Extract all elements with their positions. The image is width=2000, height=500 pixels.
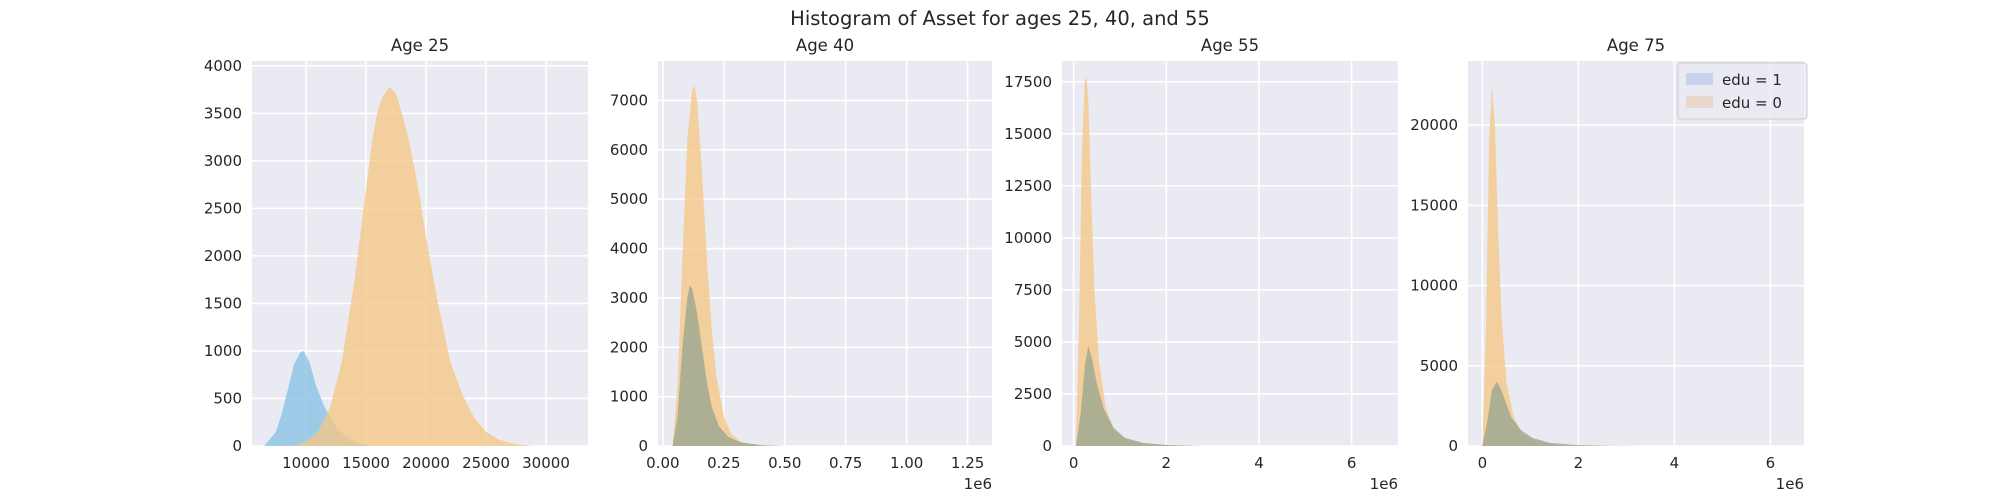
panel-2-series-1 [672, 285, 785, 446]
panel-3-ytick-label-1: 2500 [1014, 385, 1052, 403]
panel-1-ytick-label-5: 2500 [204, 199, 242, 217]
panel-1-ytick-label-2: 1000 [204, 342, 242, 360]
panel-2-ytick-label-7: 7000 [610, 91, 648, 109]
panel-1-ytick-label-6: 3000 [204, 152, 242, 170]
legend: edu = 1 edu = 0 [1677, 62, 1808, 120]
panel-3-ytick-label-5: 12500 [1004, 177, 1052, 195]
legend-label-edu-0: edu = 0 [1722, 94, 1782, 112]
panel-2-ytick-label-4: 4000 [610, 240, 648, 258]
panel-3-xtick-label-3: 6 [1347, 454, 1357, 472]
panel-4-xtick-label-1: 2 [1574, 454, 1584, 472]
legend-swatch-edu-1 [1686, 73, 1713, 85]
panel-4-ytick-label-1: 5000 [1420, 357, 1458, 375]
panel-3-ytick-label-0: 0 [1042, 437, 1052, 455]
panel-3-xtick-label-2: 4 [1254, 454, 1264, 472]
panel-4-ytick-label-4: 20000 [1410, 116, 1458, 134]
panel-3-xtick-label-0: 0 [1069, 454, 1079, 472]
panel-3: 0 2 4 6 0 2500 5000 7500 10000 12500 15000 17500 Age… [1004, 36, 1398, 493]
legend-label-edu-1: edu = 1 [1722, 71, 1782, 89]
panel-2-ytick-label-2: 2000 [610, 338, 648, 356]
panel-2-ytick-label-6: 6000 [610, 141, 648, 159]
panel-1-series-0 [264, 350, 372, 446]
panel-3-plot-area [1062, 61, 1398, 446]
panel-4-series-1 [1482, 381, 1646, 446]
panel-3-title: Age 55 [1201, 36, 1259, 55]
panel-2-xtick-label-1: 0.25 [707, 454, 740, 472]
panel-1-xtick-label-2: 20000 [402, 454, 450, 472]
panel-2-ytick-label-5: 5000 [610, 190, 648, 208]
panel-4-xtick-label-0: 0 [1478, 454, 1488, 472]
panel-3-xtick-label-1: 2 [1162, 454, 1172, 472]
legend-swatch-edu-0 [1686, 96, 1713, 108]
panel-1-xtick-label-1: 15000 [342, 454, 390, 472]
panel-1-series-1 [294, 86, 534, 446]
panel-3-ytick-label-6: 15000 [1004, 125, 1052, 143]
panel-1-xtick-label-3: 25000 [462, 454, 510, 472]
panel-4-ytick-label-2: 10000 [1410, 277, 1458, 295]
panel-4-xtick-label-2: 4 [1670, 454, 1680, 472]
panel-2-xtick-label-3: 0.75 [829, 454, 862, 472]
panel-1-title: Age 25 [391, 36, 449, 55]
panel-4-xtick-label-3: 6 [1766, 454, 1776, 472]
panel-3-ytick-label-4: 10000 [1004, 229, 1052, 247]
panel-1-ytick-label-7: 3500 [204, 104, 242, 122]
panel-4-ytick-label-0: 0 [1448, 437, 1458, 455]
panel-3-ytick-label-7: 17500 [1004, 73, 1052, 91]
panel-2-ytick-label-3: 3000 [610, 289, 648, 307]
panel-3-series-1 [1075, 346, 1204, 446]
panel-2-ytick-label-1: 1000 [610, 388, 648, 406]
panel-1-ytick-label-3: 1500 [204, 294, 242, 312]
figure-title: Histogram of Asset for ages 25, 40, and … [790, 7, 1210, 30]
panel-1-ytick-label-1: 500 [213, 389, 242, 407]
panel-2-xtick-label-5: 1.25 [951, 454, 984, 472]
panels: 10000 15000 20000 25000 30000050010001500200… [204, 36, 1804, 493]
panel-3-ytick-label-3: 7500 [1014, 281, 1052, 299]
panel-1-ytick-label-0: 0 [232, 437, 242, 455]
panel-2: 0.00 0.25 0.50 0.75 1.00 1.25 0 1000 2000 3000 400… [610, 36, 992, 493]
panel-3-x-offset-label: 1e6 [1370, 475, 1398, 493]
panel-4: 0 2 4 6 0 5000 10000 15000 20000 Age 75 1e6 [1410, 36, 1804, 493]
panel-2-xtick-label-2: 0.50 [768, 454, 801, 472]
panel-1-xtick-label-0: 10000 [282, 454, 330, 472]
panel-4-x-offset-label: 1e6 [1776, 475, 1804, 493]
panel-1-ytick-label-8: 4000 [204, 57, 242, 75]
panel-4-title: Age 75 [1607, 36, 1665, 55]
panel-2-xtick-label-0: 0.00 [646, 454, 679, 472]
panel-1-xtick-label-4: 30000 [522, 454, 570, 472]
panel-1: 10000 15000 20000 25000 30000 0 500 1000 1500 200… [204, 36, 588, 472]
panel-1-ytick-label-4: 2000 [204, 247, 242, 265]
panel-2-ytick-label-0: 0 [638, 437, 648, 455]
panel-2-x-offset-label: 1e6 [964, 475, 992, 493]
panel-2-xtick-label-4: 1.00 [890, 454, 923, 472]
panel-4-ytick-label-3: 15000 [1410, 196, 1458, 214]
panel-2-title: Age 40 [796, 36, 854, 55]
panel-3-ytick-label-2: 5000 [1014, 333, 1052, 351]
